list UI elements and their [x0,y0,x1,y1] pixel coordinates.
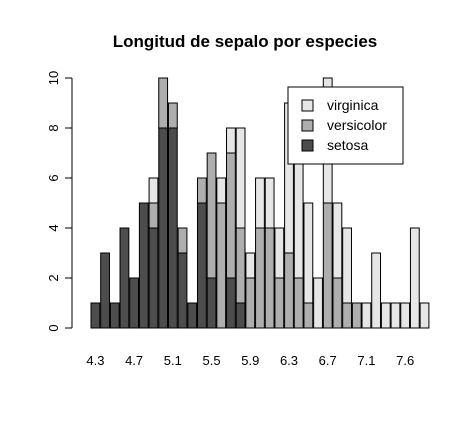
bar-versicolor-5.8 [235,227,246,304]
bar-virginica-4.9 [148,177,159,204]
y-tick-label-8: 8 [46,124,61,131]
y-axis: 0 2 4 6 8 10 [46,71,73,332]
bar-versicolor-4.9 [148,202,159,229]
bar-versicolor-7 [351,302,362,329]
y-tick-label-6: 6 [46,174,61,181]
bar-virginica-6.9 [342,227,352,304]
bar-virginica-5.9 [245,252,256,279]
bar-versicolor-6 [255,227,265,329]
legend-swatch-virginica [301,99,314,112]
x-tick-label-5.1: 5.1 [164,353,182,368]
legend-swatch-setosa [301,139,314,152]
x-tick-label-5.9: 5.9 [241,353,259,368]
bar-versicolor-6.3 [284,252,294,329]
bar-versicolor-5.9 [245,277,256,329]
bar-setosa-5.5 [206,277,217,329]
bar-setosa-4.5 [109,302,120,329]
bar-versicolor-6.7 [322,202,333,329]
bar-virginica-6.1 [264,177,275,229]
bar-virginica-6.5 [303,202,314,304]
bar-versicolor-5.4 [196,177,207,204]
bar-setosa-4.8 [138,202,149,329]
bar-versicolor-5.2 [177,227,188,254]
legend-label-setosa: setosa [327,137,368,153]
bar-virginica-5.7 [226,127,236,154]
bar-versicolor-5.6 [216,202,227,329]
y-tick-label-4: 4 [46,224,61,231]
bar-versicolor-5 [158,77,169,129]
bars-group [90,77,430,329]
bar-virginica-6.6 [313,277,323,329]
bar-virginica-7.4 [390,302,401,329]
bar-versicolor-6.5 [303,302,314,329]
bar-versicolor-5.5 [206,152,217,279]
bar-virginica-6.4 [293,152,304,279]
bar-setosa-5.1 [167,127,178,329]
bar-setosa-5.4 [196,202,207,329]
bar-virginica-7.7 [409,227,420,329]
bar-setosa-4.3 [90,302,101,329]
bar-virginica-7.9 [419,302,430,329]
bar-setosa-5.7 [226,277,236,329]
bar-versicolor-5.1 [167,102,178,129]
bar-setosa-4.4 [100,252,110,329]
bar-virginica-6 [255,177,265,229]
bar-virginica-7.6 [400,302,411,329]
bar-setosa-5.8 [235,302,246,329]
bar-setosa-5.3 [187,302,198,329]
bar-virginica-5.6 [216,177,227,204]
bar-virginica-7.1 [361,302,372,329]
bar-setosa-4.9 [148,227,159,329]
y-tick-label-2: 2 [46,274,61,281]
bar-versicolor-6.9 [342,302,352,329]
bar-setosa-5 [158,127,169,329]
bar-versicolor-6.2 [274,277,285,329]
bar-setosa-4.7 [129,277,140,329]
x-tick-label-7.1: 7.1 [357,353,375,368]
legend-label-versicolor: versicolor [327,117,387,133]
x-tick-label-5.5: 5.5 [203,353,221,368]
x-tick-label-4.3: 4.3 [86,353,104,368]
x-tick-label-4.7: 4.7 [125,353,143,368]
legend-label-virginica: virginica [327,97,379,113]
chart-title: Longitud de sepalo por especies [113,32,378,51]
bar-virginica-6.8 [332,202,343,279]
x-tick-label-6.3: 6.3 [280,353,298,368]
x-tick-label-7.6: 7.6 [396,353,414,368]
bar-virginica-6.2 [274,227,285,279]
bar-versicolor-5.7 [226,152,236,279]
bar-versicolor-6.8 [332,277,343,329]
bar-setosa-5.2 [177,252,188,329]
y-tick-label-0: 0 [46,324,61,331]
legend-swatch-versicolor [301,119,314,132]
x-axis: 4.3 4.7 5.1 5.5 5.9 6.3 6.7 7.1 7.6 [86,353,414,368]
legend: virginica versicolor setosa [287,86,404,165]
bar-versicolor-6.4 [293,277,304,329]
bar-virginica-7.3 [380,302,391,329]
bar-virginica-7.2 [371,252,382,329]
bar-setosa-4.6 [119,227,130,329]
bar-virginica-5.8 [235,127,246,229]
x-tick-label-6.7: 6.7 [319,353,337,368]
bar-versicolor-6.1 [264,227,275,329]
y-tick-label-10: 10 [46,71,61,85]
